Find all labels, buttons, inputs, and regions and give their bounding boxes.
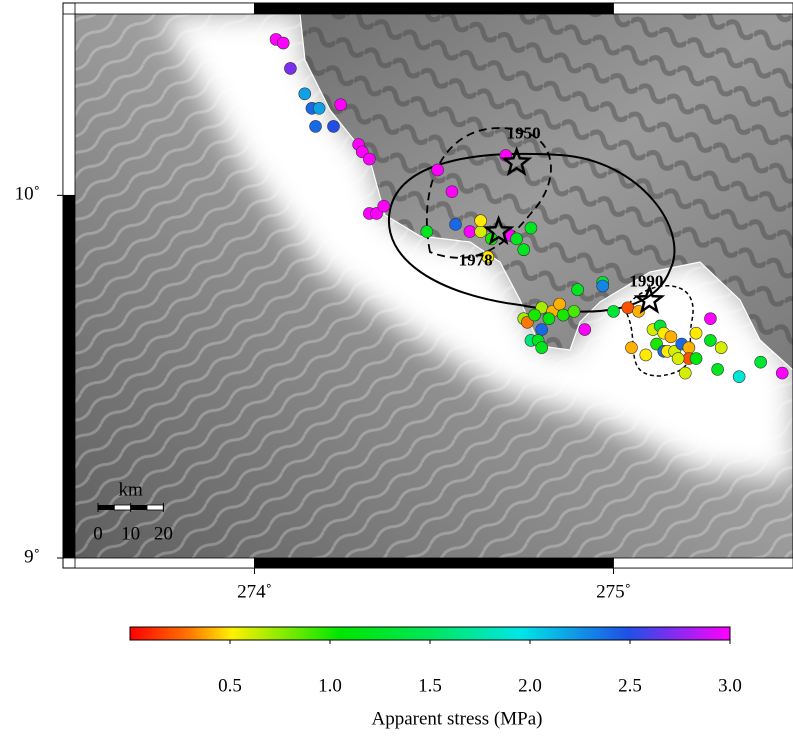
event-year: 1990: [629, 271, 663, 290]
event-point: [608, 305, 620, 317]
event-point: [432, 164, 444, 176]
event-point: [525, 222, 537, 234]
colorbar-tick-label: 0.5: [218, 675, 242, 696]
event-point: [665, 331, 677, 343]
map-figure: 274˚ 275˚ 9˚ 10˚ 1950 1978 1990 km 0 10 20 0.5 1.0…: [0, 0, 793, 736]
event-point: [446, 186, 458, 198]
colorbar-tick-label: 1.5: [418, 675, 442, 696]
y-tick-label: 10˚: [15, 184, 40, 205]
event-point: [464, 226, 476, 238]
scale-label: 0: [93, 523, 103, 544]
colorbar-label: Apparent stress (MPa): [372, 708, 543, 729]
colorbar: [130, 627, 730, 640]
scale-seg: [114, 505, 130, 510]
event-point: [568, 305, 580, 317]
scale-seg: [147, 505, 163, 510]
event-point: [572, 284, 584, 296]
frame-bar: [614, 558, 793, 568]
event-point: [536, 342, 548, 354]
event-point: [313, 102, 325, 114]
event-point: [310, 120, 322, 132]
event-point: [327, 120, 339, 132]
page: {"chart_data": { "type": "scatter", "xli…: [0, 0, 793, 736]
event-point: [597, 280, 609, 292]
colorbar-tick-label: 1.0: [318, 675, 342, 696]
frame-bar: [255, 3, 614, 14]
event-point: [378, 200, 390, 212]
frame-bar: [63, 14, 75, 195]
event-point: [518, 244, 530, 256]
event-point: [529, 309, 541, 321]
x-tick-label: 274˚: [237, 581, 272, 602]
colorbar-tick-label: 2.0: [518, 675, 542, 696]
event-point: [363, 153, 375, 165]
event-point: [640, 349, 652, 361]
y-tick-label: 9˚: [24, 546, 40, 567]
x-tick-label: 275˚: [596, 581, 631, 602]
scale-label: 20: [154, 523, 173, 544]
frame-bar: [614, 3, 793, 14]
event-year: 1978: [459, 251, 493, 270]
frame-bar: [255, 558, 614, 568]
event-point: [672, 353, 684, 365]
event-point: [755, 356, 767, 368]
event-point: [622, 302, 634, 314]
frame-bar: [75, 3, 255, 14]
scale-seg: [131, 505, 147, 510]
event-point: [683, 342, 695, 354]
frame-bar: [63, 195, 75, 558]
event-year: 1950: [507, 124, 541, 143]
event-point: [284, 62, 296, 74]
event-point: [511, 233, 523, 245]
event-point: [715, 342, 727, 354]
event-point: [733, 371, 745, 383]
event-point: [450, 218, 462, 230]
event-point: [690, 353, 702, 365]
frame-bar: [75, 558, 255, 568]
event-point: [704, 334, 716, 346]
relief: [75, 14, 793, 558]
event-point: [704, 313, 716, 325]
event-point: [543, 313, 555, 325]
event-point: [277, 37, 289, 49]
event-point: [776, 367, 788, 379]
event-point: [421, 226, 433, 238]
scale-label: 10: [121, 523, 140, 544]
event-point: [690, 327, 702, 339]
event-point: [679, 367, 691, 379]
event-point: [554, 298, 566, 310]
colorbar-tick-label: 2.5: [618, 675, 642, 696]
scale-seg: [98, 505, 114, 510]
event-point: [579, 324, 591, 336]
event-point: [299, 88, 311, 100]
event-point: [335, 99, 347, 111]
scale-unit: km: [119, 479, 144, 500]
event-point: [625, 342, 637, 354]
event-point: [557, 309, 569, 321]
event-point: [475, 215, 487, 227]
colorbar-tick-label: 3.0: [718, 675, 742, 696]
event-point: [536, 324, 548, 336]
event-point: [712, 363, 724, 375]
